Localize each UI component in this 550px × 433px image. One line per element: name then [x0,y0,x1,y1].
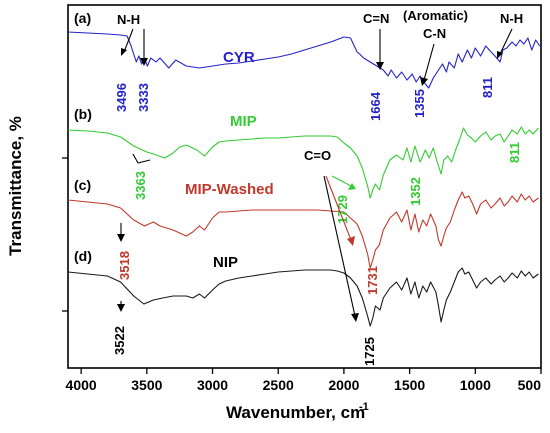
series-label-cyr: CYR [223,49,255,66]
series-label-nip: NIP [213,254,238,271]
peak-label-cyr-1355: 1355 [412,89,427,118]
x-axis-ticks: 4000 3500 3000 2500 2000 1500 1000 500 [66,368,542,393]
y-axis-title: Transmittance, % [6,116,25,256]
arrow-mip-3363-b [132,153,139,164]
peak-label-cyr-3333: 3333 [136,83,151,112]
peak-label-mip-1352: 1352 [408,177,423,206]
x-axis-title-superscript: -1 [359,401,369,413]
peak-label-washed-1731: 1731 [365,266,380,295]
arrowhead [121,48,127,56]
peak-label-mip-811: 811 [507,142,522,163]
arrow-nh-3496 [123,28,134,53]
arrow-co-mip [331,175,352,187]
arrowhead [140,58,148,66]
annotation-aromatic: (Aromatic) [403,8,468,23]
arrowhead [497,51,503,59]
x-tick-label: 2500 [263,377,294,393]
peak-label-mip-1729: 1729 [335,195,350,224]
arrow-co-nip [323,175,356,317]
panel-label-d: (d) [74,248,92,264]
series-line-mip [67,126,539,199]
x-tick-label: 3000 [197,377,228,393]
peak-label-cyr-811: 811 [480,77,495,98]
arrow-nh-right [499,28,513,55]
arrowhead [348,183,356,190]
peak-label-nip-1725: 1725 [362,337,377,366]
x-tick-label: 1500 [394,377,425,393]
series-line-nip [67,267,539,327]
panel-label-a: (a) [74,10,91,26]
arrowhead [347,236,355,246]
annotation-arrows [117,28,513,322]
arrow-cn [423,43,435,81]
x-tick-label: 2000 [328,377,359,393]
series-line-cyr [67,31,541,89]
arrow-co-washed [325,175,352,241]
arrow-mip-3363-a [137,159,151,164]
peak-label-cyr-3496: 3496 [114,83,129,112]
annotation-co: C=O [304,148,331,163]
arrowhead [351,313,359,322]
annotation-cn-double: C=N [363,11,389,26]
annotation-cn: C-N [423,26,446,41]
annotation-nh-left: N-H [117,12,140,27]
x-tick-label: 4000 [66,377,97,393]
series-line-mip-washed [67,191,539,269]
series-label-mip: MIP [230,113,257,130]
peak-label-washed-3518: 3518 [117,251,132,280]
plot-frame [67,4,542,369]
x-tick-label: 500 [518,377,542,393]
series-label-mip-washed: MIP-Washed [185,181,274,198]
peak-label-mip-3363: 3363 [133,171,148,200]
x-axis-title: Wavenumber, cm [226,403,365,422]
peak-label-nip-3522: 3522 [112,326,127,355]
peak-label-cyr-1664: 1664 [368,91,383,121]
x-tick-label: 1000 [460,377,491,393]
arrowhead [117,234,125,242]
panel-label-b: (b) [74,106,92,122]
x-tick-label: 3500 [131,377,162,393]
x-axis-label: Wavenumber, cm -1 [226,401,369,422]
spectra-curves [67,31,541,327]
arrowhead [420,77,428,86]
annotation-nh-right: N-H [500,11,523,26]
panel-label-c: (c) [74,177,91,193]
arrowhead [376,62,384,70]
arrowhead [117,304,125,312]
